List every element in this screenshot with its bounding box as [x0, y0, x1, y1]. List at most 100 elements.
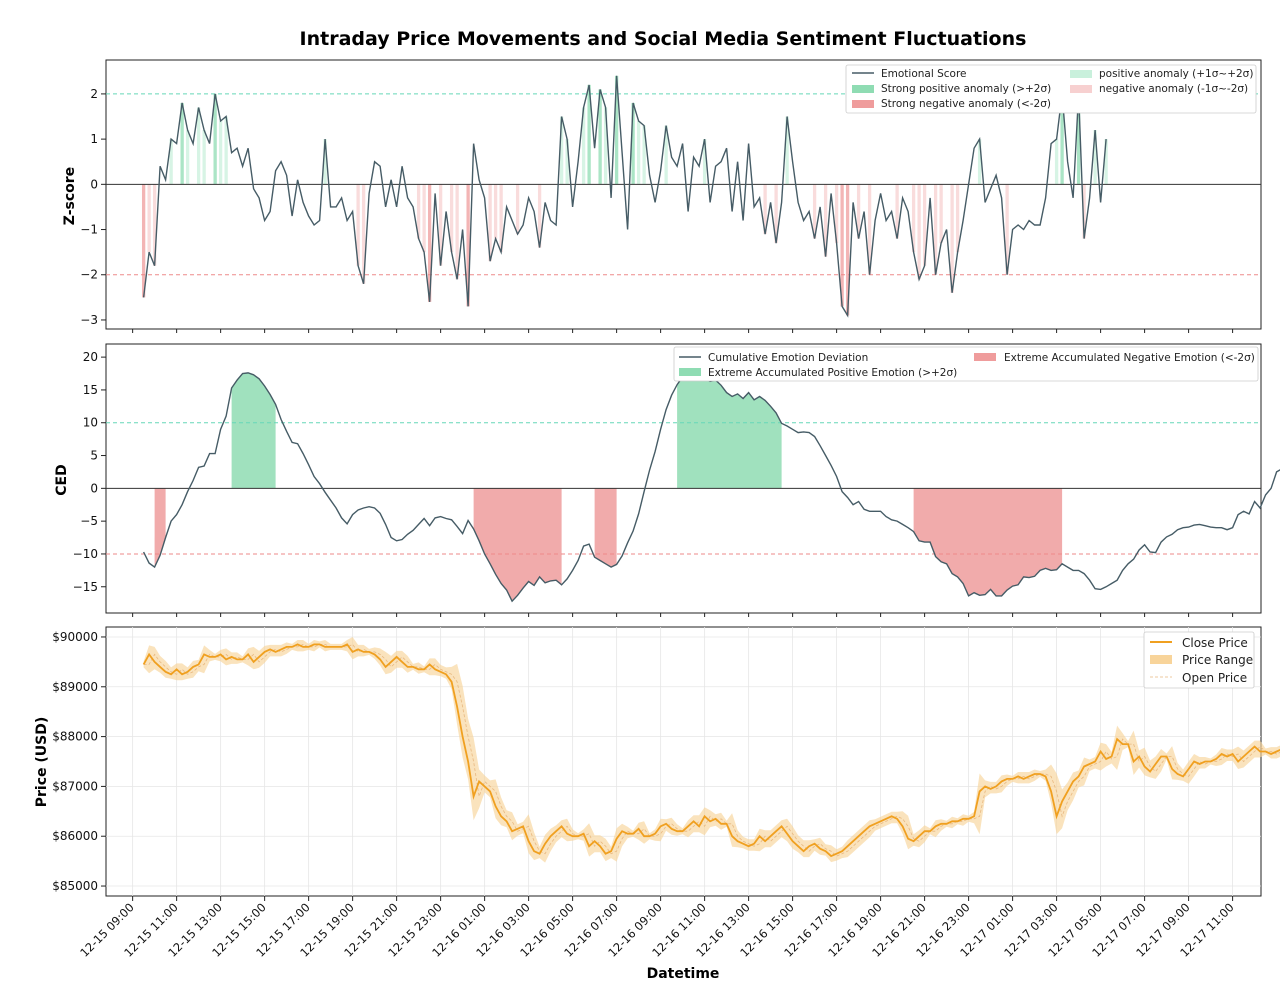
- anomaly-band: [515, 184, 520, 235]
- y-tick-label: 10: [83, 416, 98, 430]
- y-tick-label: 20: [83, 350, 98, 364]
- y-tick-label: −1: [80, 223, 98, 237]
- anomaly-band: [323, 139, 327, 185]
- y-tick-label: −3: [80, 313, 98, 327]
- anomaly-band: [867, 184, 872, 275]
- anomaly-band: [774, 184, 778, 244]
- anomaly-band: [213, 93, 217, 185]
- anomaly-band: [141, 184, 146, 298]
- y-tick-label: −5: [80, 514, 98, 528]
- ced-legend: Cumulative Emotion Deviation Extreme Acc…: [673, 346, 1259, 382]
- extreme-negative-area: [154, 488, 166, 568]
- anomaly-band: [202, 130, 206, 185]
- anomaly-band: [812, 184, 817, 239]
- anomaly-band: [488, 184, 492, 262]
- anomaly-band: [427, 184, 432, 302]
- anomaly-band: [785, 116, 789, 185]
- anomaly-band: [933, 184, 938, 275]
- y-tick-label: 2: [90, 87, 98, 101]
- anomaly-band: [1005, 184, 1009, 275]
- y-tick-label: −2: [80, 268, 98, 282]
- anomaly-band: [499, 184, 503, 253]
- anomaly-band: [917, 184, 921, 280]
- anomaly-band: [565, 139, 569, 185]
- anomaly-band: [823, 184, 828, 257]
- legend-extreme-positive: Extreme Accumulated Positive Emotion (>+…: [708, 367, 957, 379]
- price-y-ticks: $90000 $89000 $88000 $87000 $86000 $85000: [52, 630, 106, 893]
- y-tick-label: 15: [83, 383, 98, 397]
- anomaly-band: [1060, 93, 1064, 185]
- price-plot-area: [105, 626, 1262, 897]
- legend-emotional-score: Emotional Score: [881, 68, 967, 80]
- anomaly-band: [416, 184, 421, 239]
- zscore-anomaly-bands: [141, 75, 1108, 316]
- anomaly-band: [840, 184, 844, 307]
- anomaly-band: [438, 184, 443, 266]
- y-tick-label: $90000: [52, 630, 98, 644]
- anomaly-band: [763, 184, 767, 235]
- y-tick-label: −10: [73, 547, 98, 561]
- y-tick-label: 0: [90, 177, 98, 191]
- anomaly-band: [422, 184, 426, 253]
- anomaly-band: [856, 184, 861, 239]
- x-axis-label: Datetime: [647, 966, 720, 982]
- zscore-legend: Emotional Score Strong positive anomaly …: [845, 64, 1257, 114]
- ced-reference-lines: [106, 422, 1261, 555]
- anomaly-band: [361, 184, 366, 284]
- anomaly-band: [614, 75, 619, 185]
- anomaly-band: [1093, 130, 1097, 185]
- price-legend: Close Price Price Range Open Price: [1143, 631, 1255, 689]
- anomaly-band: [922, 184, 927, 266]
- legend-strong-positive: Strong positive anomaly (>+2σ): [881, 83, 1051, 95]
- anomaly-band: [493, 184, 498, 239]
- legend-extreme-negative: Extreme Accumulated Negative Emotion (<-…: [1004, 352, 1255, 364]
- anomaly-band: [587, 84, 591, 185]
- anomaly-band: [224, 116, 228, 185]
- anomaly-band: [950, 184, 954, 293]
- anomaly-band: [955, 184, 960, 253]
- anomaly-band: [702, 139, 707, 185]
- anomaly-band: [196, 107, 201, 185]
- legend-close-price: Close Price: [1182, 636, 1248, 650]
- anomaly-band: [642, 125, 646, 185]
- extreme-negative-area: [913, 488, 1063, 596]
- anomaly-band: [152, 184, 157, 266]
- legend-positive-anomaly: positive anomaly (+1σ~+2σ): [1099, 68, 1253, 80]
- legend-strong-negative: Strong negative anomaly (<-2σ): [881, 98, 1051, 110]
- y-tick-label: −15: [73, 580, 98, 594]
- anomaly-band: [218, 121, 223, 185]
- anomaly-band: [911, 184, 916, 253]
- y-tick-label: 0: [90, 481, 98, 495]
- ced-panel: 20 15 10 5 0 −5 −10 −15 CED Cumulative Emotion …: [54, 343, 1280, 614]
- price-grid: [106, 627, 1261, 896]
- ced-extreme-fills: [154, 371, 1063, 602]
- extreme-positive-area: [677, 371, 782, 489]
- anomaly-band: [603, 107, 608, 185]
- price-panel: $90000 $89000 $88000 $87000 $86000 $85000 Pri…: [34, 626, 1280, 897]
- ced-y-label: CED: [54, 464, 70, 495]
- y-tick-label: $87000: [52, 779, 98, 793]
- close-price-line: [142, 643, 1280, 858]
- zscore-y-ticks: 2 1 0 −1 −2 −3: [80, 87, 106, 327]
- anomaly-band: [466, 184, 470, 307]
- anomaly-band: [147, 184, 151, 253]
- anomaly-band: [1076, 93, 1081, 185]
- zscore-panel: 2 1 0 −1 −2 −3 Z-score Emotional Score Strong…: [62, 59, 1262, 330]
- anomaly-band: [449, 184, 454, 253]
- anomaly-band: [581, 107, 586, 185]
- anomaly-band: [631, 102, 635, 185]
- legend-ced: Cumulative Emotion Deviation: [708, 352, 868, 364]
- anomaly-band: [845, 184, 850, 316]
- extreme-positive-area: [231, 372, 276, 489]
- anomaly-band: [356, 184, 360, 266]
- y-tick-label: $86000: [52, 829, 98, 843]
- anomaly-band: [598, 89, 602, 185]
- anomaly-band: [1082, 184, 1086, 239]
- anomaly-band: [537, 184, 542, 248]
- y-tick-label: $89000: [52, 680, 98, 694]
- anomaly-band: [895, 184, 899, 239]
- anomaly-band: [977, 139, 982, 185]
- price-y-label: Price (USD): [34, 717, 50, 808]
- y-tick-label: $85000: [52, 879, 98, 893]
